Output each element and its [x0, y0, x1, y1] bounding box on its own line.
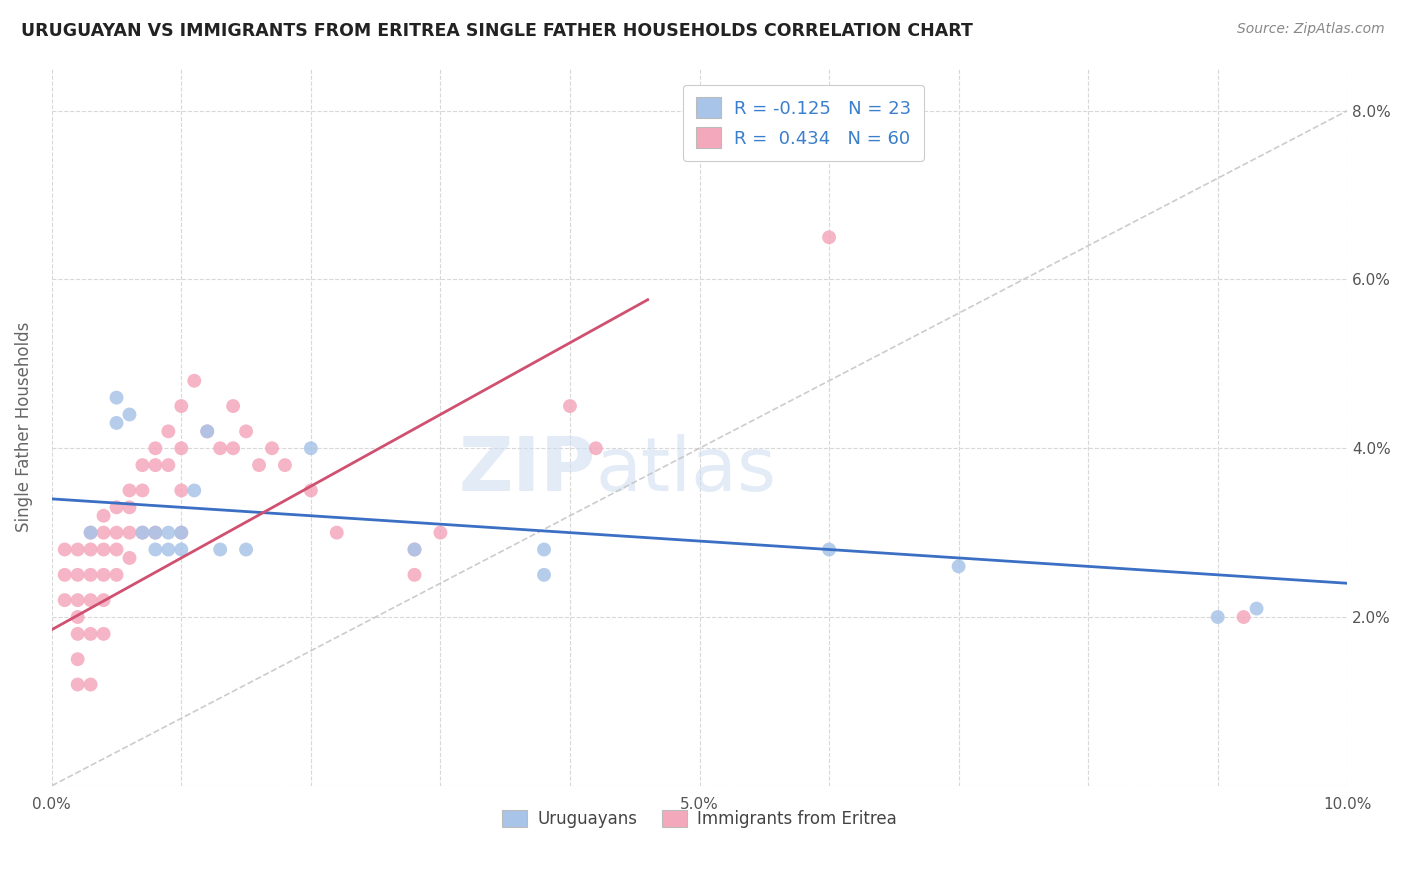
Point	[118, 551, 141, 566]
Point	[118, 500, 141, 515]
Point	[118, 483, 141, 498]
Point	[79, 542, 101, 557]
Point	[274, 458, 297, 472]
Point	[222, 442, 245, 456]
Point	[235, 425, 257, 439]
Point	[53, 593, 76, 607]
Point	[145, 458, 167, 472]
Point	[558, 399, 581, 413]
Point	[404, 542, 426, 557]
Point	[585, 442, 607, 456]
Text: URUGUAYAN VS IMMIGRANTS FROM ERITREA SINGLE FATHER HOUSEHOLDS CORRELATION CHART: URUGUAYAN VS IMMIGRANTS FROM ERITREA SIN…	[21, 22, 973, 40]
Point	[145, 542, 167, 557]
Point	[79, 525, 101, 540]
Point	[170, 525, 193, 540]
Point	[131, 458, 153, 472]
Point	[429, 525, 451, 540]
Point	[157, 425, 180, 439]
Point	[105, 542, 128, 557]
Point	[1233, 610, 1256, 624]
Point	[145, 442, 167, 456]
Point	[66, 567, 89, 582]
Point	[105, 567, 128, 582]
Legend: Uruguayans, Immigrants from Eritrea: Uruguayans, Immigrants from Eritrea	[495, 804, 904, 835]
Point	[66, 610, 89, 624]
Point	[93, 508, 115, 523]
Point	[533, 542, 555, 557]
Text: atlas: atlas	[596, 434, 778, 507]
Point	[66, 677, 89, 691]
Point	[299, 483, 322, 498]
Point	[53, 542, 76, 557]
Point	[170, 542, 193, 557]
Point	[79, 525, 101, 540]
Point	[93, 542, 115, 557]
Point	[66, 652, 89, 666]
Point	[131, 525, 153, 540]
Point	[93, 567, 115, 582]
Text: Source: ZipAtlas.com: Source: ZipAtlas.com	[1237, 22, 1385, 37]
Point	[93, 627, 115, 641]
Point	[326, 525, 349, 540]
Y-axis label: Single Father Households: Single Father Households	[15, 322, 32, 533]
Point	[209, 442, 232, 456]
Point	[170, 442, 193, 456]
Point	[93, 593, 115, 607]
Point	[79, 567, 101, 582]
Point	[209, 542, 232, 557]
Point	[131, 525, 153, 540]
Point	[157, 458, 180, 472]
Point	[235, 542, 257, 557]
Point	[105, 391, 128, 405]
Point	[157, 542, 180, 557]
Point	[170, 399, 193, 413]
Point	[131, 483, 153, 498]
Point	[66, 627, 89, 641]
Point	[170, 525, 193, 540]
Text: ZIP: ZIP	[458, 434, 596, 507]
Point	[183, 374, 205, 388]
Point	[105, 525, 128, 540]
Point	[404, 542, 426, 557]
Point	[260, 442, 283, 456]
Point	[818, 230, 841, 244]
Point	[145, 525, 167, 540]
Point	[145, 525, 167, 540]
Point	[183, 483, 205, 498]
Point	[66, 542, 89, 557]
Point	[247, 458, 270, 472]
Point	[118, 408, 141, 422]
Point	[404, 567, 426, 582]
Point	[93, 525, 115, 540]
Point	[1246, 601, 1268, 615]
Point	[79, 677, 101, 691]
Point	[105, 500, 128, 515]
Point	[948, 559, 970, 574]
Point	[533, 567, 555, 582]
Point	[157, 525, 180, 540]
Point	[222, 399, 245, 413]
Point	[53, 567, 76, 582]
Point	[66, 593, 89, 607]
Point	[79, 627, 101, 641]
Point	[118, 525, 141, 540]
Point	[170, 483, 193, 498]
Point	[79, 593, 101, 607]
Point	[818, 542, 841, 557]
Point	[299, 442, 322, 456]
Point	[105, 416, 128, 430]
Point	[195, 425, 218, 439]
Point	[195, 425, 218, 439]
Point	[1206, 610, 1229, 624]
